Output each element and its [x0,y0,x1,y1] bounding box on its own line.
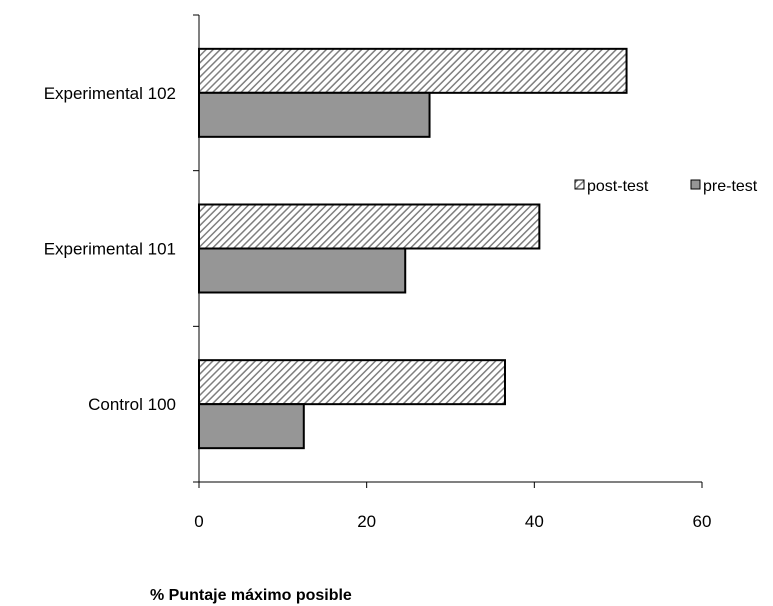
ticks [193,14,703,488]
x-axis-title: % Puntaje máximo posible [150,587,352,604]
category-label-experimental-101: Experimental 101 [44,240,176,259]
legend-swatch-post-test [574,179,585,190]
x-tick-label: 60 [693,512,712,531]
legend-label-post-test: post-test [587,178,649,195]
bar-post-test-control-100 [198,359,506,406]
bar-post-test-experimental-102 [198,47,628,94]
bar-pre-test-experimental-102 [198,91,431,138]
category-label-control-100: Control 100 [88,395,176,414]
x-tick-label: 40 [525,512,544,531]
x-tick-label: 0 [194,512,203,531]
x-tick-label: 20 [357,512,376,531]
bar-post-test-experimental-101 [198,203,541,250]
labels: Control 100 Experimental 101 Experimental … [44,84,712,531]
axes [198,15,702,483]
legend-swatch-pre-test [690,179,701,190]
legend: post-test pre-test [574,178,758,195]
category-label-experimental-102: Experimental 102 [44,84,176,103]
bar-pre-test-control-100 [198,403,305,450]
legend-label-pre-test: pre-test [703,178,758,195]
bars [198,47,628,450]
bar-pre-test-experimental-101 [198,247,407,294]
